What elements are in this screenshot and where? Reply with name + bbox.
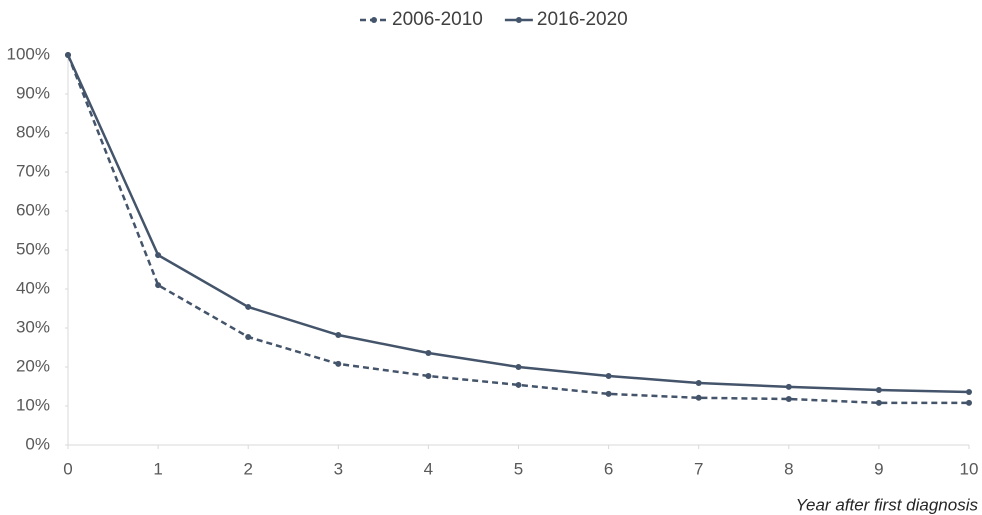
x-tick-label: 1: [153, 459, 162, 478]
x-tick-label: 4: [424, 459, 433, 478]
y-tick-label: 10%: [16, 395, 50, 414]
data-point: [425, 349, 432, 356]
legend: 2006-2010 2016-2020: [360, 9, 628, 30]
x-axis-title: Year after first diagnosis: [796, 495, 979, 514]
data-point: [785, 395, 792, 402]
y-tick-label: 20%: [16, 356, 50, 375]
data-point: [155, 252, 162, 259]
data-point: [875, 387, 882, 394]
data-point: [515, 381, 522, 388]
x-tick-label: 2: [243, 459, 252, 478]
data-point: [425, 372, 432, 379]
data-point: [875, 399, 882, 406]
data-point: [65, 52, 71, 58]
data-point: [605, 390, 612, 397]
y-tick-label: 80%: [16, 122, 50, 141]
x-tick-label: 6: [604, 459, 613, 478]
legend-marker: [515, 17, 522, 23]
data-point: [245, 303, 252, 310]
data-point: [245, 333, 252, 340]
series-line: [66, 54, 969, 405]
y-tick-label: 60%: [16, 200, 50, 219]
y-tick-label: 50%: [16, 239, 50, 258]
data-point: [695, 394, 702, 401]
x-tick-label: 8: [784, 459, 793, 478]
data-point: [966, 399, 972, 406]
data-point: [515, 364, 522, 370]
y-tick-label: 100%: [7, 44, 50, 63]
data-point: [695, 379, 702, 386]
data-point: [785, 383, 792, 390]
y-tick-label: 90%: [16, 83, 50, 102]
data-point: [335, 332, 342, 339]
series-line: [66, 54, 970, 394]
y-tick-label: 40%: [16, 278, 50, 297]
y-tick-label: 30%: [16, 317, 50, 336]
y-tick-label: 70%: [16, 161, 50, 180]
x-tick-label: 7: [694, 459, 703, 478]
legend-marker: [371, 17, 377, 23]
x-tick-label: 3: [334, 459, 343, 478]
data-point: [605, 372, 612, 379]
data-point: [335, 360, 342, 367]
legend-label: 2016-2020: [537, 9, 628, 30]
x-tick-label: 0: [63, 459, 72, 478]
x-tick-label: 10: [960, 459, 979, 478]
y-tick-label: 0%: [25, 434, 50, 453]
data-point: [966, 388, 972, 395]
x-tick-label: 9: [874, 459, 883, 478]
data-point: [155, 282, 162, 289]
legend-label: 2006-2010: [392, 9, 483, 30]
x-tick-label: 5: [514, 459, 523, 478]
